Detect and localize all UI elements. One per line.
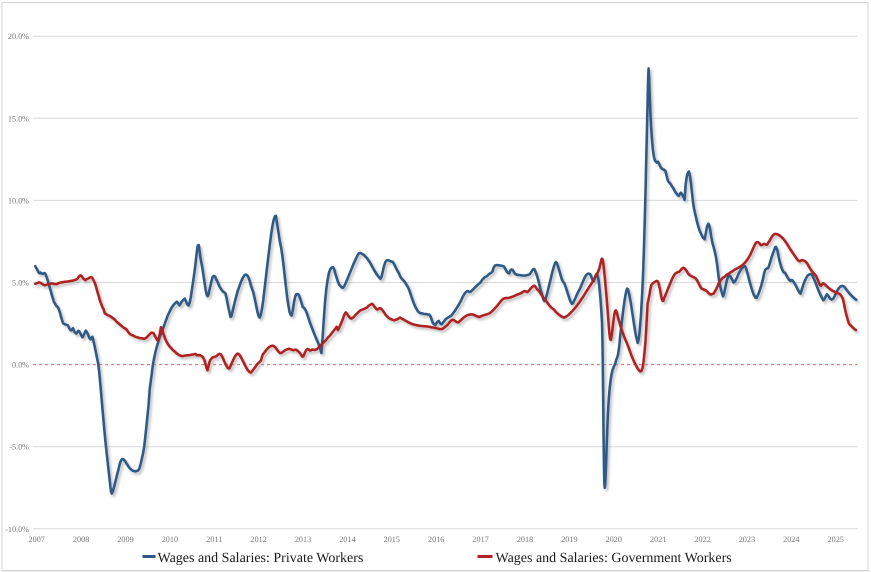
svg-text:20.0%: 20.0% <box>8 32 29 41</box>
svg-text:Wages and Salaries: Government: Wages and Salaries: Government Workers <box>496 551 732 566</box>
svg-text:2014: 2014 <box>339 535 355 544</box>
svg-text:2022: 2022 <box>694 535 710 544</box>
svg-text:2013: 2013 <box>295 535 311 544</box>
svg-text:2011: 2011 <box>206 535 222 544</box>
svg-text:2008: 2008 <box>73 535 89 544</box>
svg-text:2015: 2015 <box>384 535 400 544</box>
svg-text:2016: 2016 <box>428 535 444 544</box>
svg-text:2023: 2023 <box>739 535 755 544</box>
svg-text:2024: 2024 <box>783 535 799 544</box>
svg-text:10.0%: 10.0% <box>8 196 29 205</box>
svg-text:-10.0%: -10.0% <box>5 525 29 534</box>
svg-text:2017: 2017 <box>472 535 488 544</box>
svg-text:-5.0%: -5.0% <box>9 443 29 452</box>
svg-text:2018: 2018 <box>517 535 533 544</box>
svg-text:2010: 2010 <box>162 535 178 544</box>
svg-text:2020: 2020 <box>606 535 622 544</box>
svg-text:2009: 2009 <box>117 535 133 544</box>
svg-text:2025: 2025 <box>828 535 844 544</box>
svg-text:5.0%: 5.0% <box>12 279 29 288</box>
svg-text:2012: 2012 <box>250 535 266 544</box>
svg-text:15.0%: 15.0% <box>8 114 29 123</box>
svg-text:2007: 2007 <box>29 535 45 544</box>
svg-text:2021: 2021 <box>650 535 666 544</box>
svg-text:0.0%: 0.0% <box>12 361 29 370</box>
svg-text:Wages and Salaries: Private Wo: Wages and Salaries: Private Workers <box>158 551 364 566</box>
svg-text:2019: 2019 <box>561 535 577 544</box>
